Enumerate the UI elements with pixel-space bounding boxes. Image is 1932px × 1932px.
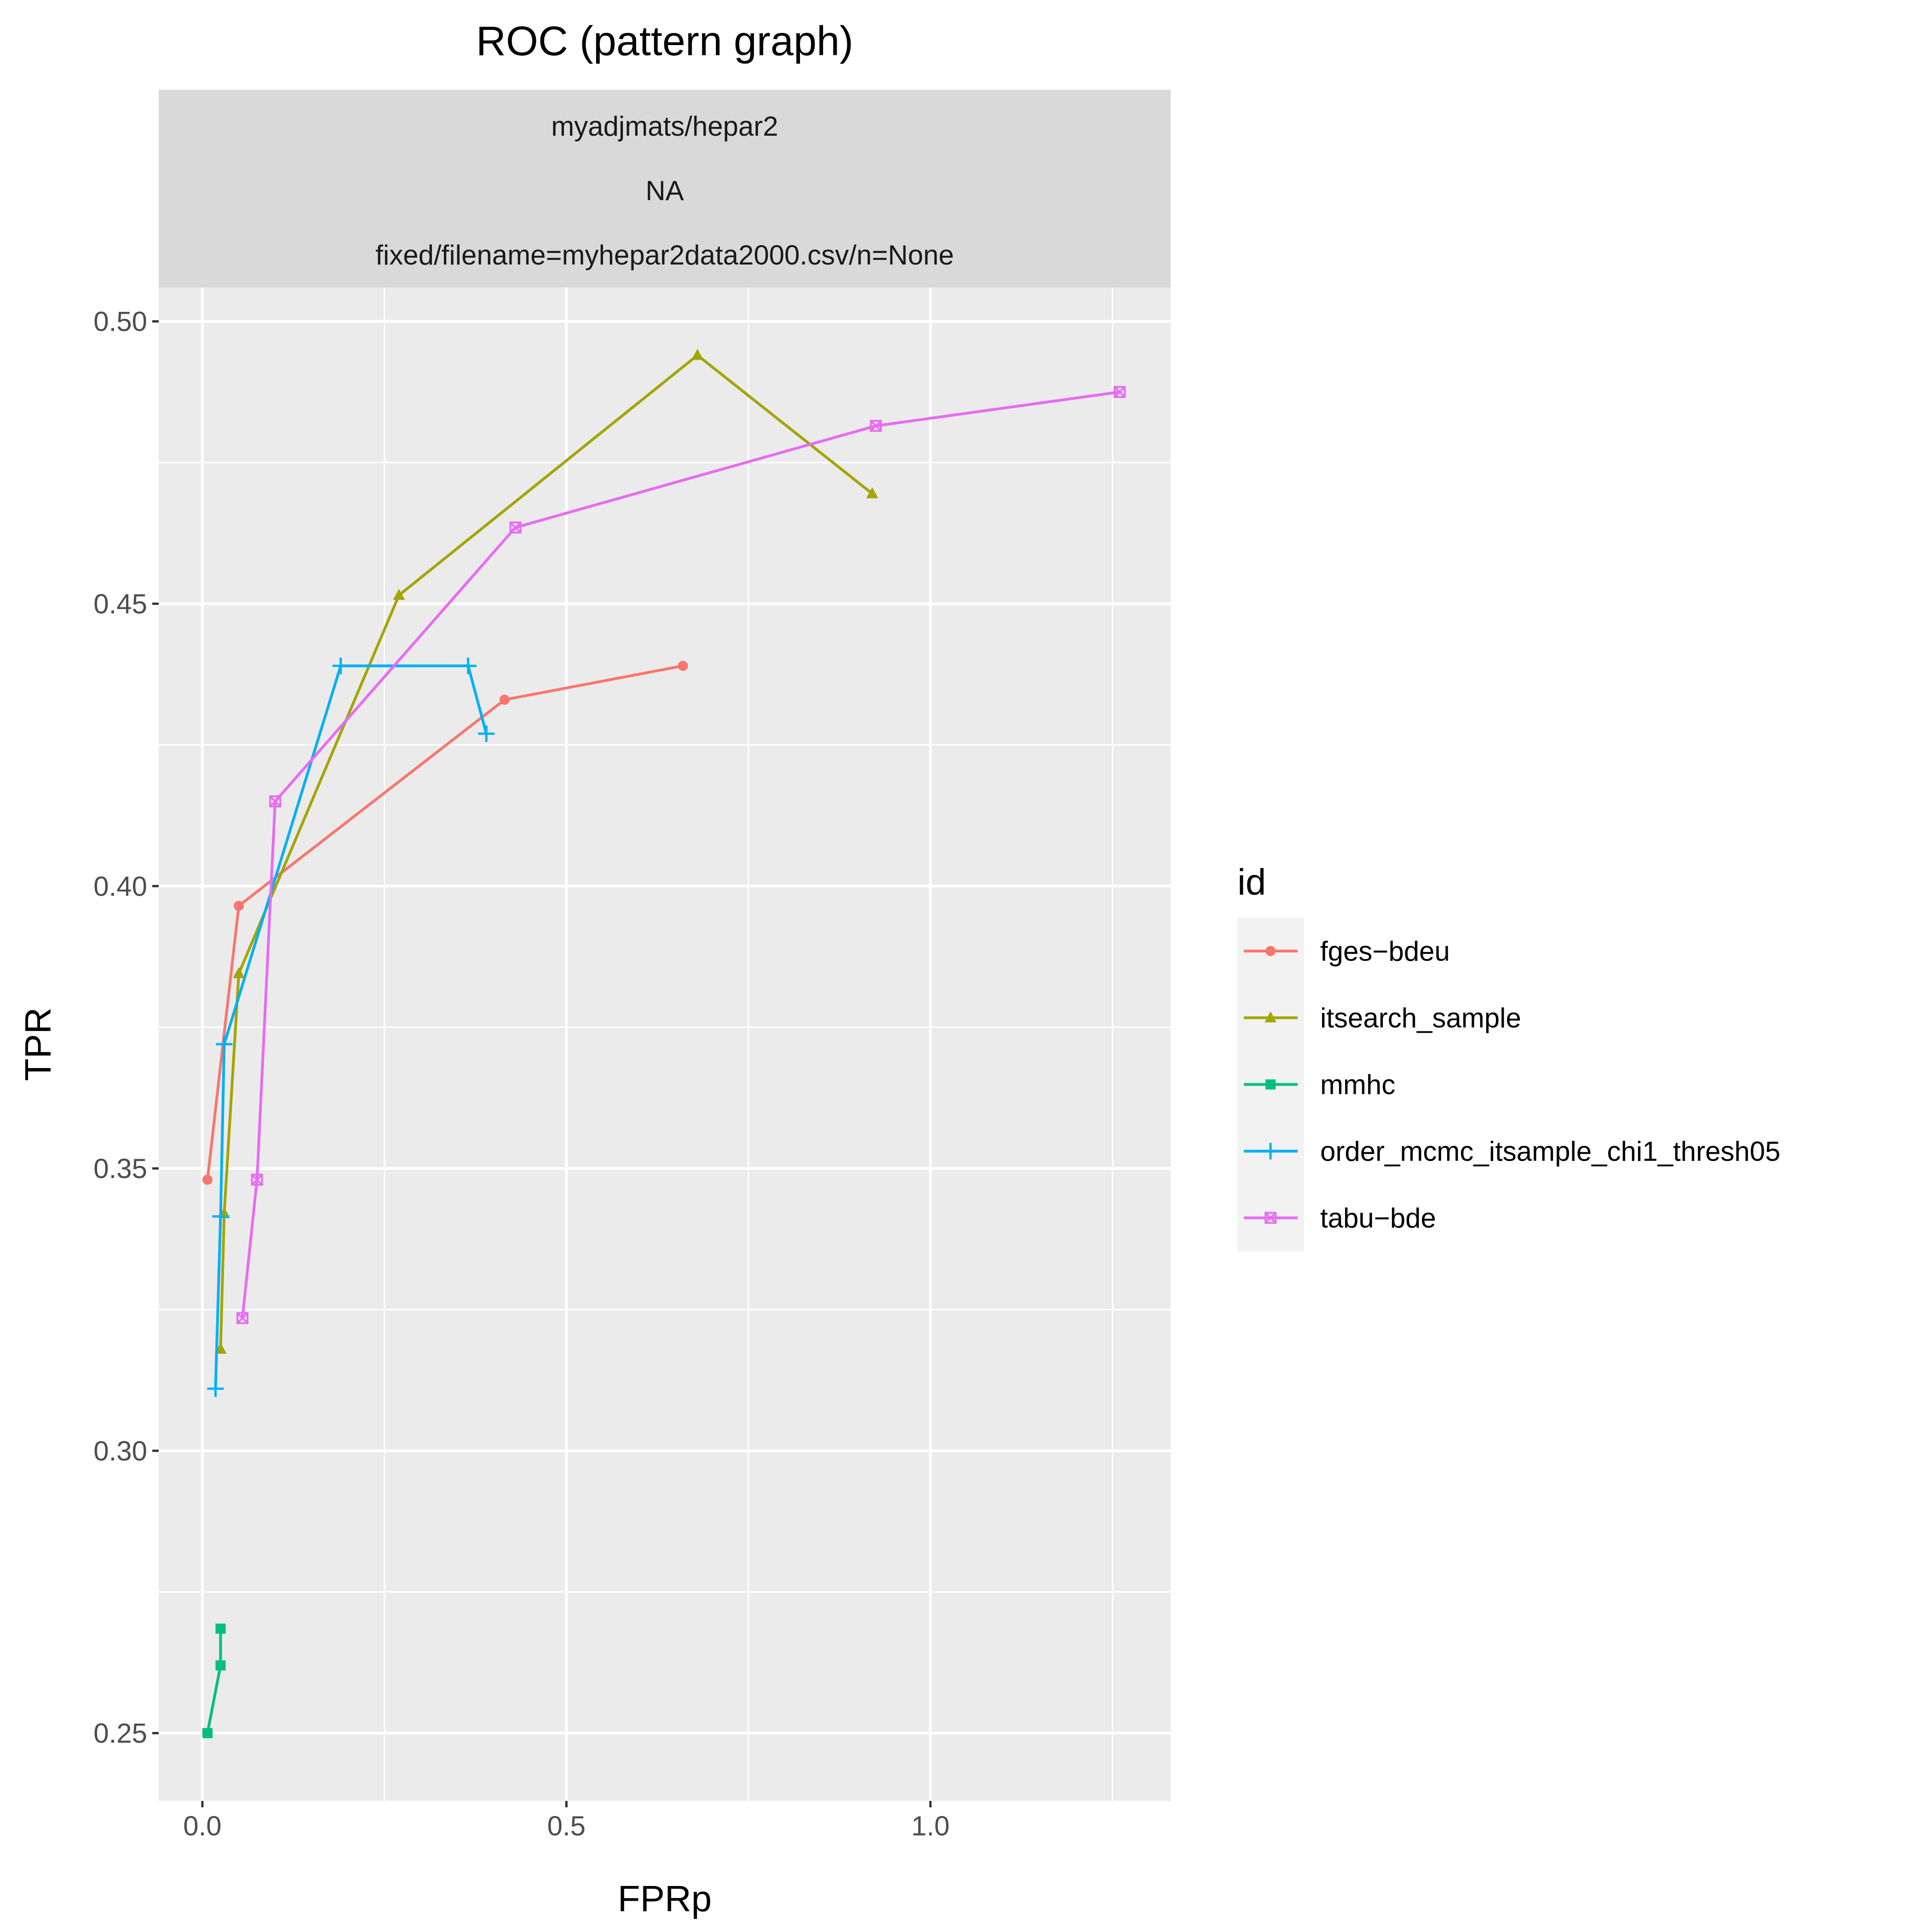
series-line-3 <box>214 664 488 1389</box>
legend-item-3: order_mcmc_itsample_chi1_thresh05 <box>1244 1136 1781 1167</box>
legend-key-marker-0 <box>1265 946 1276 956</box>
legend-label-1: itsearch_sample <box>1320 1003 1521 1034</box>
series-0-point-3 <box>678 661 688 671</box>
x-tick-label-2: 1.0 <box>911 1811 949 1841</box>
legend-item-1: itsearch_sample <box>1244 1003 1521 1034</box>
facet-strip-label-3: fixed/filename=myhepar2data2000.csv/n=No… <box>375 240 954 270</box>
legend-item-0: fges−bdeu <box>1244 936 1450 967</box>
facet-strip-label-2: NA <box>645 175 684 206</box>
series-4-point-0 <box>236 1312 249 1324</box>
series-3-point-2 <box>216 1036 233 1052</box>
y-tick-label-0: 0.25 <box>93 1718 147 1749</box>
legend-key-marker-2 <box>1265 1079 1276 1090</box>
x-tick-label-1: 0.5 <box>547 1811 586 1841</box>
series-3 <box>207 657 495 1397</box>
series-1-point-4 <box>691 349 704 360</box>
series-1-point-3 <box>393 589 405 600</box>
y-tick-label-4: 0.45 <box>93 588 147 619</box>
series-2 <box>202 1623 226 1738</box>
series-2-point-0 <box>202 1728 213 1738</box>
y-axis: 0.25 0.30 0.35 0.40 0.45 0.50 <box>93 306 159 1749</box>
major-gridlines <box>159 288 1171 1801</box>
series-4-point-3 <box>509 521 522 534</box>
legend-label-0: fges−bdeu <box>1320 936 1450 967</box>
legend-key-marker-4 <box>1265 1212 1276 1224</box>
series-3-point-5 <box>478 725 495 742</box>
legend-key-marker-3 <box>1262 1143 1279 1160</box>
facet-strip <box>159 90 1171 288</box>
series-3-point-0 <box>207 1380 224 1397</box>
series-4-point-1 <box>251 1173 263 1186</box>
series-3-point-3 <box>332 657 349 674</box>
series-1-point-2 <box>233 967 245 978</box>
y-tick-label-1: 0.30 <box>93 1436 147 1466</box>
series-0-point-0 <box>202 1174 213 1185</box>
minor-gridlines <box>159 288 1171 1801</box>
series-4 <box>236 386 1126 1324</box>
series-3-point-1 <box>212 1208 229 1225</box>
legend-label-2: mmhc <box>1320 1070 1395 1100</box>
series-2-point-1 <box>215 1660 226 1671</box>
series-3-point-4 <box>460 657 477 674</box>
series-4-point-4 <box>869 420 882 432</box>
series-0-point-2 <box>499 695 510 705</box>
plot-panel <box>159 288 1171 1801</box>
series-line-4 <box>241 391 1120 1318</box>
y-tick-label-5: 0.50 <box>93 306 147 337</box>
series-4-point-5 <box>1114 386 1126 398</box>
y-axis-title: TPR <box>17 1007 58 1081</box>
series-line-1 <box>219 354 873 1349</box>
series-layer <box>202 349 1126 1738</box>
legend-label-3: order_mcmc_itsample_chi1_thresh05 <box>1320 1136 1781 1167</box>
x-axis-title: FPRp <box>618 1878 712 1919</box>
series-0-point-1 <box>234 901 244 911</box>
legend-label-4: tabu−bde <box>1320 1203 1436 1234</box>
y-tick-label-2: 0.35 <box>93 1153 147 1184</box>
legend-item-2: mmhc <box>1244 1070 1395 1100</box>
series-2-point-2 <box>215 1623 226 1634</box>
series-4-point-2 <box>269 795 282 808</box>
legend-key-marker-1 <box>1265 1011 1276 1023</box>
x-tick-label-0: 0.0 <box>183 1811 221 1841</box>
y-tick-label-3: 0.40 <box>93 871 147 902</box>
chart-title: ROC (pattern graph) <box>476 18 853 64</box>
series-1-point-5 <box>866 487 879 499</box>
legend-title: id <box>1237 862 1266 903</box>
facet-strip-label-1: myadjmats/hepar2 <box>551 111 778 142</box>
legend-item-4: tabu−bde <box>1244 1203 1436 1234</box>
x-axis: 0.0 0.5 1.0 <box>183 1801 949 1841</box>
